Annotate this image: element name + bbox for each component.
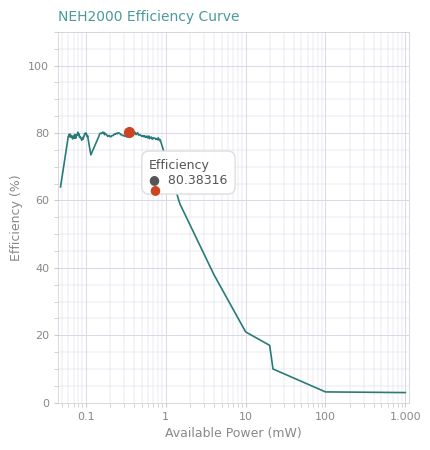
X-axis label: Available Power (mW): Available Power (mW) — [165, 428, 301, 440]
Text: Efficiency
●  80.38316: Efficiency ● 80.38316 — [149, 158, 227, 187]
Y-axis label: Efficiency (%): Efficiency (%) — [10, 174, 23, 261]
Text: ●: ● — [149, 183, 160, 196]
Text: NEH2000 Efficiency Curve: NEH2000 Efficiency Curve — [58, 10, 239, 24]
